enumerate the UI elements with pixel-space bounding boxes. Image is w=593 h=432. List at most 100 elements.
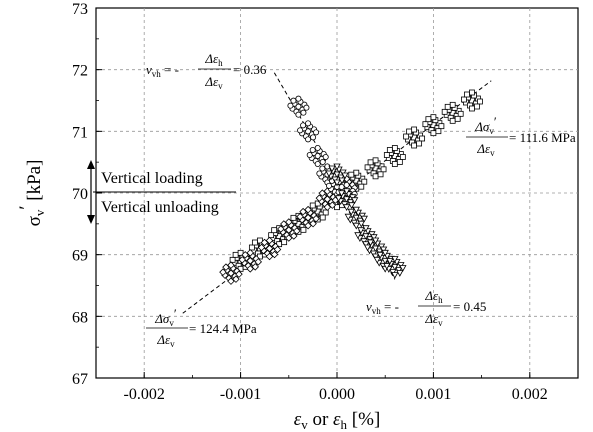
point-square <box>396 159 403 165</box>
point-circle <box>290 97 297 104</box>
point-square <box>372 173 379 180</box>
y-tick-label: 70 <box>72 186 88 203</box>
point-square <box>411 142 418 149</box>
annotation-slope-right: Δσv′ Δεv = 111.6 MPa <box>466 114 576 158</box>
point-square <box>399 154 406 160</box>
point-triangle-down <box>333 163 341 171</box>
point-square <box>457 110 464 117</box>
point-circle <box>295 103 302 110</box>
point-square <box>290 214 297 221</box>
point-triangle-down <box>350 197 359 205</box>
point-diamond <box>251 263 260 271</box>
point-circle <box>325 182 332 189</box>
point-circle <box>322 153 329 160</box>
svg-text:= 111.6 MPa: = 111.6 MPa <box>509 130 576 145</box>
svg-text:= 124.4 MPa: = 124.4 MPa <box>189 321 257 336</box>
svg-text:= 0.36: = 0.36 <box>233 62 267 77</box>
point-square <box>358 183 365 190</box>
svg-text:Δεv: Δεv <box>424 311 443 328</box>
point-triangle-down <box>352 206 360 214</box>
point-diamond <box>293 227 301 235</box>
point-square <box>372 157 379 164</box>
point-diamond <box>241 251 250 259</box>
annotation-slope-left: Δσv′ Δεv = 124.4 MPa <box>146 306 257 349</box>
point-triangle-down <box>376 251 384 259</box>
point-diamond <box>227 261 235 269</box>
point-diamond <box>270 250 279 259</box>
point-square <box>361 178 368 185</box>
point-triangle-down <box>373 256 381 264</box>
point-triangle-down <box>360 215 368 223</box>
point-triangle-down <box>391 272 399 279</box>
point-square <box>367 159 374 166</box>
x-tick-label: -0.001 <box>220 386 261 403</box>
point-triangle-down <box>354 232 362 240</box>
point-diamond <box>227 277 235 285</box>
point-triangle-down <box>333 179 341 187</box>
point-triangle-down <box>362 241 370 249</box>
point-triangle-down <box>363 244 372 252</box>
point-diamond <box>296 212 304 221</box>
point-triangle-down <box>352 222 360 230</box>
point-diamond <box>285 218 293 226</box>
point-square <box>416 140 423 147</box>
point-diamond <box>304 213 312 222</box>
point-circle <box>314 152 321 159</box>
point-square <box>403 133 410 140</box>
point-square <box>422 121 429 128</box>
point-square <box>386 147 393 153</box>
point-diamond <box>222 263 230 271</box>
point-triangle-down <box>325 170 333 178</box>
point-diamond <box>285 226 293 234</box>
point-circle <box>313 129 320 136</box>
point-diamond <box>246 265 255 273</box>
point-circle <box>314 144 321 151</box>
point-circle <box>314 160 321 167</box>
point-square <box>229 256 236 263</box>
point-circle <box>319 158 326 165</box>
svg-text:vvh = -: vvh = - <box>146 62 179 79</box>
x-axis-label: εv or εh [%] <box>294 409 381 432</box>
point-diamond <box>285 234 293 242</box>
point-square <box>464 91 470 98</box>
point-diamond <box>232 275 240 283</box>
x-tick-label: -0.002 <box>124 386 165 403</box>
point-circle <box>305 120 312 127</box>
point-square <box>474 103 480 110</box>
point-diamond <box>277 225 285 233</box>
point-triangle-down <box>366 239 375 247</box>
point-triangle-down <box>357 227 365 235</box>
svg-text:Δεv: Δεv <box>156 332 175 349</box>
y-tick-label: 69 <box>72 248 88 265</box>
point-square <box>419 135 426 142</box>
point-square <box>268 232 275 239</box>
point-triangle-down <box>347 208 355 216</box>
point-diamond <box>280 220 288 228</box>
point-square <box>271 227 278 234</box>
point-triangle-down <box>381 249 389 257</box>
point-triangle-down <box>357 220 365 228</box>
svg-text:vvh = -: vvh = - <box>366 299 399 316</box>
vertical-unloading-label: Vertical unloading <box>101 199 219 216</box>
point-circle <box>305 136 312 143</box>
point-triangle-down <box>338 177 346 185</box>
point-diamond <box>246 257 255 265</box>
point-square <box>449 101 456 108</box>
point-triangle-down <box>342 188 351 196</box>
point-diamond <box>246 249 255 257</box>
x-axis-ticks: -0.002 -0.001 0.000 0.001 0.002 <box>95 372 579 403</box>
point-square <box>477 98 483 105</box>
arrow-down-icon <box>87 215 95 224</box>
point-square <box>300 226 307 233</box>
point-square <box>441 108 448 115</box>
point-square <box>444 103 451 110</box>
point-square <box>364 164 371 171</box>
point-circle <box>305 128 312 135</box>
point-triangle-down <box>328 165 336 173</box>
svg-text:= 0.45: = 0.45 <box>453 299 486 314</box>
y-tick-label: 71 <box>72 124 88 141</box>
y-axis-ticks: 67 68 69 70 71 72 73 <box>72 1 102 388</box>
svg-text:Δσv′: Δσv′ <box>474 114 497 136</box>
point-triangle-down <box>341 172 349 180</box>
